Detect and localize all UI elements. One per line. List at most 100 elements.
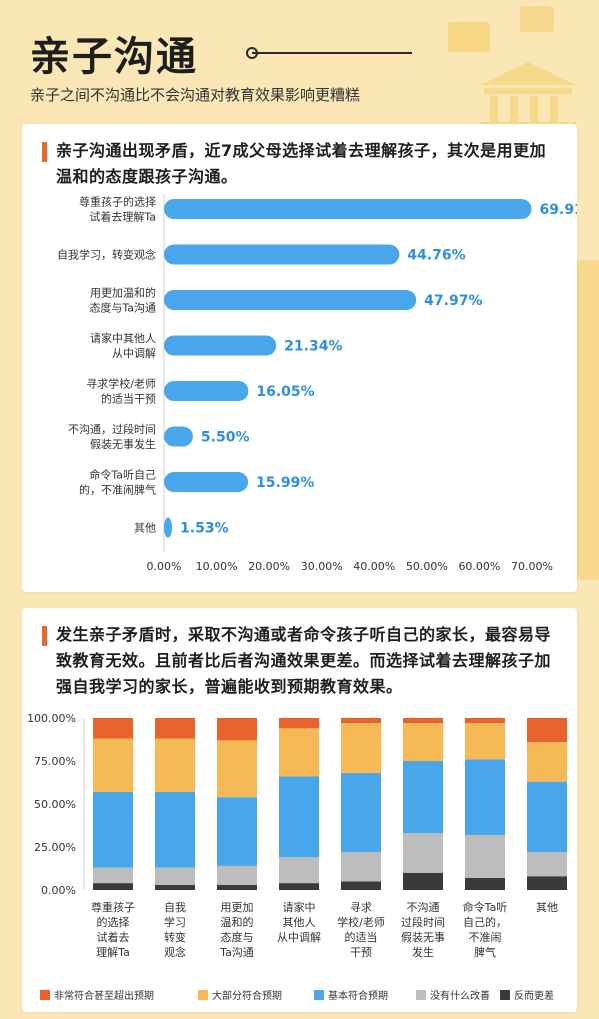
x-tick-label: 20.00% bbox=[248, 560, 290, 573]
category-label: 不准闹 bbox=[469, 931, 502, 944]
stack-segment bbox=[93, 867, 133, 884]
page-title: 亲子沟通 bbox=[30, 34, 198, 80]
x-tick-label: 60.00% bbox=[458, 560, 500, 573]
stack-segment bbox=[403, 718, 443, 724]
category-label: 其他 bbox=[536, 901, 558, 914]
category-label: 寻求 bbox=[350, 901, 372, 914]
category-label: 假装无事 bbox=[401, 930, 445, 944]
section2-heading-text: 发生亲子矛盾时，采取不沟通或者命令孩子听自己的家长，最容易导致教育无效。且前者比… bbox=[56, 625, 552, 696]
stack-segment bbox=[217, 884, 257, 890]
category-label: 自我学习，转变观念 bbox=[57, 248, 156, 262]
stack-segment bbox=[465, 759, 505, 835]
category-label: 从中调解 bbox=[112, 346, 156, 360]
bar bbox=[164, 426, 193, 447]
stack-segment bbox=[279, 718, 319, 729]
stack-segment bbox=[93, 738, 133, 792]
value-label: 47.97% bbox=[424, 293, 482, 309]
stack-segment bbox=[93, 883, 133, 890]
stack-segment bbox=[155, 718, 195, 739]
category-label: 自我 bbox=[164, 901, 186, 914]
bar bbox=[164, 472, 249, 492]
value-label: 44.76% bbox=[407, 248, 465, 264]
stack-segment bbox=[527, 876, 567, 890]
category-label: 请家中其他人 bbox=[90, 331, 156, 345]
legend-swatch bbox=[40, 990, 50, 1000]
section2-heading: 发生亲子矛盾时，采取不沟通或者命令孩子听自己的家长，最容易导致教育无效。且前者比… bbox=[42, 622, 562, 700]
category-label: 其他 bbox=[134, 522, 156, 535]
category-label: 脾气 bbox=[474, 945, 496, 959]
category-label: 从中调解 bbox=[277, 930, 321, 944]
legend-label: 大部分符合预期 bbox=[212, 989, 282, 1002]
bar bbox=[164, 199, 532, 219]
category-label: Ta沟通 bbox=[219, 946, 254, 959]
category-label: 命令Ta听自己 bbox=[89, 468, 156, 482]
stack-segment bbox=[465, 723, 505, 760]
stack-segment bbox=[341, 852, 381, 882]
category-label: 的适当 bbox=[345, 930, 378, 944]
stack-segment bbox=[527, 781, 567, 853]
bar bbox=[164, 381, 249, 401]
title-line-ornament bbox=[252, 52, 412, 54]
legend-label: 非常符合甚至超出预期 bbox=[54, 989, 154, 1002]
stack-segment bbox=[341, 773, 381, 853]
y-tick-label: 25.00% bbox=[34, 841, 76, 854]
y-tick-label: 100.00% bbox=[27, 712, 76, 725]
y-tick-label: 0.00% bbox=[41, 884, 76, 897]
stack-segment bbox=[403, 761, 443, 834]
heading-accent-bar bbox=[42, 142, 47, 162]
heading-accent-bar bbox=[42, 626, 47, 646]
category-label: 发生 bbox=[412, 945, 434, 959]
value-label: 69.91% bbox=[540, 202, 577, 218]
x-tick-label: 10.00% bbox=[196, 560, 238, 573]
category-label: 过段时间 bbox=[401, 915, 445, 929]
bar bbox=[164, 335, 277, 356]
section1-heading: 亲子沟通出现矛盾，近7成父母选择试着去理解孩子，其次是用更加温和的态度跟孩子沟通… bbox=[42, 138, 562, 190]
legend-swatch bbox=[198, 990, 208, 1000]
category-label: 学习 bbox=[164, 915, 186, 929]
category-label: 寻求学校/老师 bbox=[86, 377, 156, 391]
x-tick-label: 50.00% bbox=[406, 560, 448, 573]
legend-label: 没有什么改善 bbox=[430, 989, 490, 1002]
value-label: 15.99% bbox=[256, 475, 314, 491]
category-label: 尊重孩子 bbox=[91, 900, 135, 914]
bar bbox=[164, 290, 417, 310]
stack-segment bbox=[155, 867, 195, 885]
legend-label: 基本符合预期 bbox=[328, 989, 388, 1002]
legend-swatch bbox=[500, 990, 510, 1000]
stack-segment bbox=[527, 718, 567, 743]
x-tick-label: 70.00% bbox=[511, 560, 553, 573]
stacked-bar-chart: 0.00% 25.00% 50.00% 75.00% 100.00% 尊重孩子的选择试着去… bbox=[27, 712, 567, 1002]
category-label: 自己的， bbox=[463, 915, 507, 929]
x-tick-label: 30.00% bbox=[301, 560, 343, 573]
section1-heading-text: 亲子沟通出现矛盾，近7成父母选择试着去理解孩子，其次是用更加温和的态度跟孩子沟通… bbox=[56, 141, 547, 186]
stack-segment bbox=[217, 865, 257, 885]
page-header: 亲子沟通 亲子之间不沟通比不会沟通对教育效果影响更糟糕 bbox=[20, 18, 580, 108]
stack-segment bbox=[465, 834, 505, 878]
legend-swatch bbox=[416, 990, 426, 1000]
category-label: 干预 bbox=[350, 946, 372, 959]
stack-segment bbox=[341, 718, 381, 724]
value-label: 1.53% bbox=[180, 521, 229, 537]
legend-swatch bbox=[314, 990, 324, 1000]
category-label: 理解Ta bbox=[96, 945, 130, 959]
value-label: 5.50% bbox=[201, 430, 250, 446]
y-tick-label: 75.00% bbox=[34, 755, 76, 768]
category-label: 尊重孩子的选择 bbox=[79, 195, 156, 209]
x-tick-label: 40.00% bbox=[353, 560, 395, 573]
bar bbox=[164, 517, 173, 538]
category-label: 态度与Ta沟通 bbox=[89, 301, 156, 315]
card-communication-methods: 亲子沟通出现矛盾，近7成父母选择试着去理解孩子，其次是用更加温和的态度跟孩子沟通… bbox=[22, 124, 577, 592]
stack-segment bbox=[527, 742, 567, 782]
stack-segment bbox=[279, 776, 319, 858]
category-label: 假装无事发生 bbox=[90, 437, 156, 451]
category-label: 不沟通，过段时间 bbox=[68, 422, 156, 436]
category-label: 试着去 bbox=[97, 930, 130, 944]
page-subtitle: 亲子之间不沟通比不会沟通对教育效果影响更糟糕 bbox=[30, 86, 361, 104]
category-label: 观念 bbox=[164, 945, 186, 959]
y-tick-label: 50.00% bbox=[34, 798, 76, 811]
stack-segment bbox=[465, 877, 505, 890]
category-label: 学校/老师 bbox=[337, 915, 385, 929]
category-label: 命令Ta听 bbox=[463, 900, 508, 914]
stack-segment bbox=[155, 791, 195, 868]
